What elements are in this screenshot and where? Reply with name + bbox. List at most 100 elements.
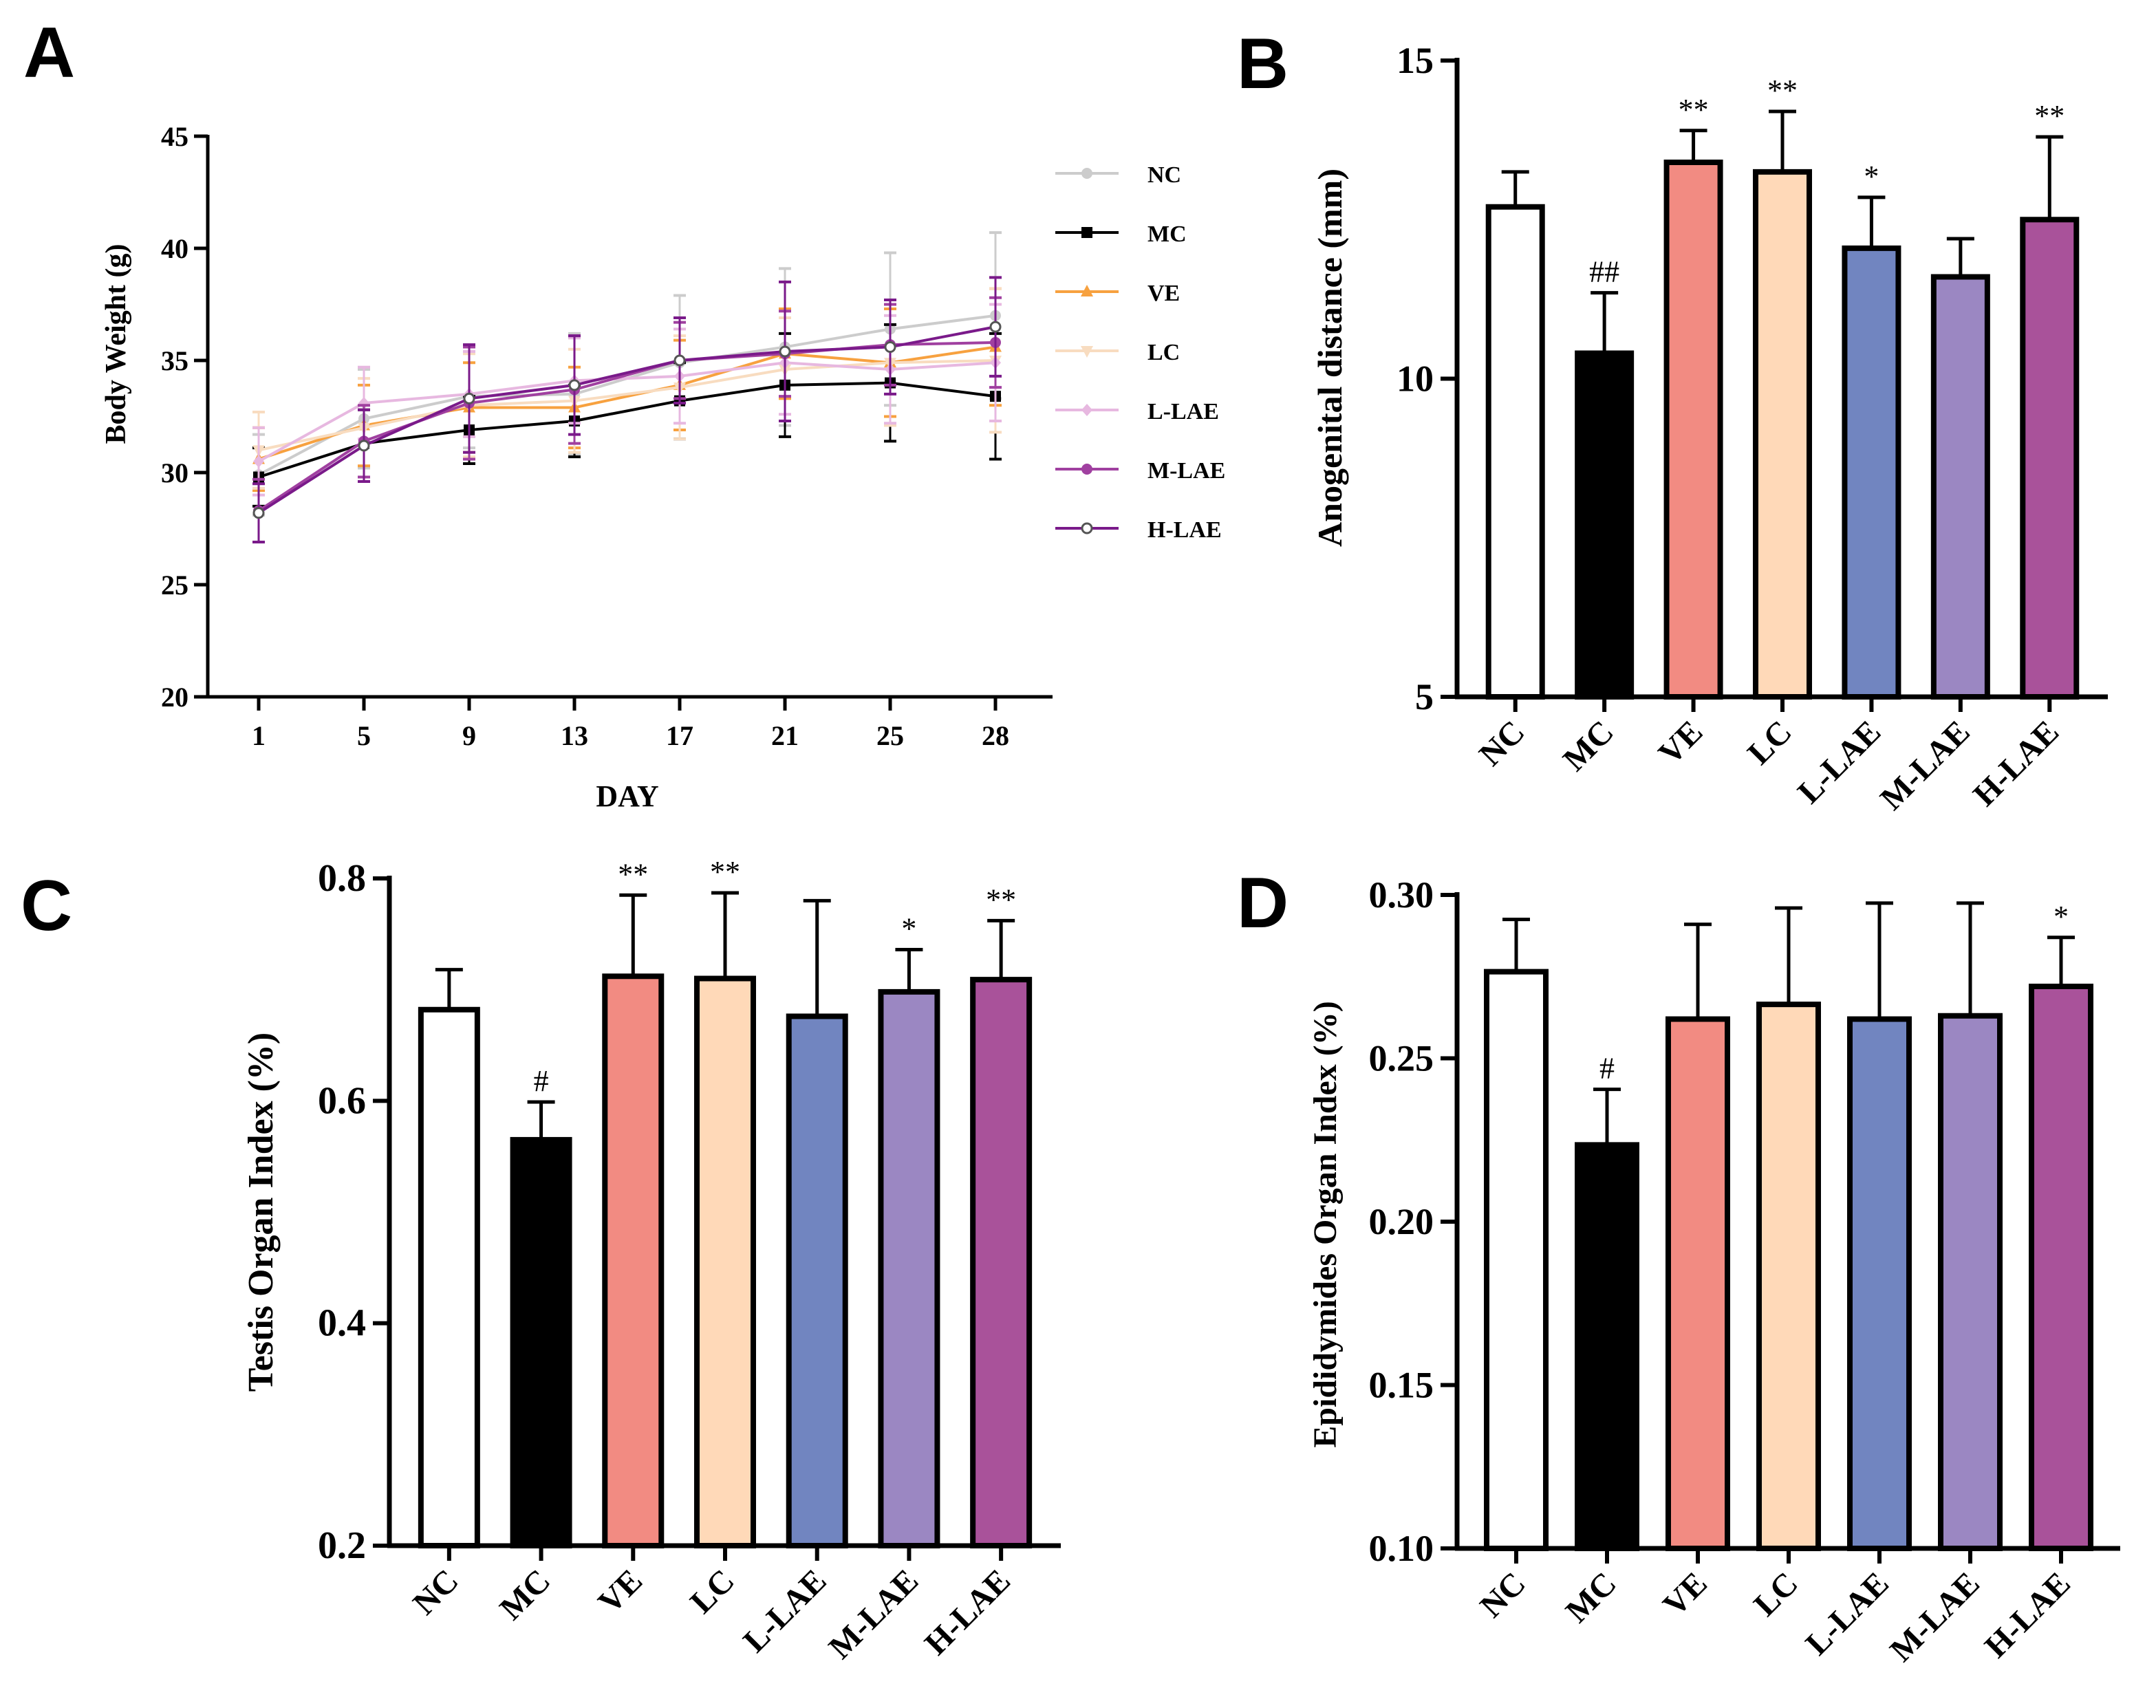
point-h-lae — [779, 345, 791, 358]
y-tick-label-a: 35 — [161, 345, 188, 376]
y-tick-label-d: 0.20 — [1369, 1201, 1434, 1242]
point-h-lae — [463, 392, 475, 404]
series-line-m-lae — [257, 340, 996, 512]
x-tick-label-a: 17 — [666, 720, 693, 751]
y-tick-label-c: 0.6 — [318, 1079, 366, 1122]
bar-b-mc — [1575, 350, 1635, 700]
x-tick-label-d-h-lae: H-LAE — [1978, 1565, 2078, 1665]
y-tick-label-a: 45 — [161, 121, 188, 152]
y-tick-label-c: 0.4 — [318, 1302, 366, 1345]
legend-marker-nc — [1081, 168, 1092, 179]
bar-c-mc — [510, 1136, 572, 1548]
x-axis-title-a: DAY — [596, 779, 658, 813]
legend-label-lc: LC — [1147, 340, 1180, 365]
x-tick-label-b-ve: VE — [1652, 713, 1710, 772]
x-tick-label-c-mc: MC — [493, 1562, 557, 1627]
x-tick-label-c-l-lae: L-LAE — [736, 1562, 833, 1659]
y-tick-label-b: 15 — [1397, 40, 1434, 81]
panel-letter-b: B — [1237, 24, 1289, 104]
y-axis-title-d: Epididymides Organ Index (%) — [1307, 1001, 1344, 1447]
bar-d-nc — [1484, 969, 1549, 1551]
legend-label-ve: VE — [1147, 281, 1180, 306]
significance-d-h-lae: * — [2053, 900, 2069, 933]
x-tick-label-d-lc: LC — [1747, 1565, 1805, 1623]
point-h-lae — [884, 340, 896, 353]
x-tick-label-d-m-lae: M-LAE — [1883, 1565, 1987, 1669]
legend-marker-ve — [1081, 285, 1093, 296]
x-tick-label-a: 9 — [462, 720, 476, 751]
point-h-lae — [568, 379, 581, 391]
bar-d-l-lae — [1847, 1016, 1912, 1551]
significance-c-h-lae: ** — [986, 883, 1016, 916]
y-tick-label-c: 0.2 — [318, 1524, 366, 1567]
x-tick-label-c-m-lae: M-LAE — [822, 1562, 926, 1666]
legend-label-l-lae: L-LAE — [1147, 399, 1219, 424]
x-tick-label-b-mc: MC — [1556, 713, 1621, 778]
legend-marker-m-lae — [1081, 464, 1092, 475]
x-tick-label-b-h-lae: H-LAE — [1966, 713, 2066, 813]
bar-b-lc — [1753, 169, 1812, 700]
bar-b-h-lae — [2020, 217, 2080, 700]
x-tick-label-c-nc: NC — [406, 1562, 465, 1621]
y-tick-label-c: 0.8 — [318, 857, 366, 900]
x-tick-label-d-mc: MC — [1559, 1565, 1624, 1630]
y-tick-label-d: 0.10 — [1369, 1528, 1434, 1569]
significance-b-mc: ## — [1589, 255, 1619, 289]
legend-a: NC MC VE LC L-LAE M-LAE H-LAE — [1055, 162, 1225, 543]
y-axis-title-c: Testis Organ Index (%) — [241, 1033, 281, 1392]
bar-c-m-lae — [878, 988, 940, 1548]
significance-c-mc: # — [534, 1064, 549, 1098]
x-tick-label-b-l-lae: L-LAE — [1791, 713, 1888, 810]
series-line-mc — [258, 381, 996, 479]
bar-c-nc — [418, 1006, 480, 1549]
bar-d-lc — [1756, 1002, 1821, 1551]
legend-marker-l-lae — [1081, 404, 1092, 416]
x-tick-label-a: 1 — [252, 720, 266, 751]
x-tick-label-a: 25 — [876, 720, 904, 751]
bar-c-lc — [694, 975, 756, 1548]
significance-b-h-lae: ** — [2034, 99, 2065, 133]
significance-d-mc: # — [1599, 1052, 1615, 1085]
panel-letter-a: A — [23, 13, 75, 93]
significance-c-lc: ** — [710, 855, 740, 889]
point-l-lae — [253, 455, 264, 468]
series-line-h-lae — [257, 325, 996, 515]
significance-c-m-lae: * — [901, 911, 916, 945]
y-tick-label-d: 0.30 — [1369, 874, 1434, 916]
y-tick-label-a: 30 — [161, 457, 188, 488]
panel-letter-d: D — [1237, 863, 1289, 943]
series-line-l-lae — [258, 361, 996, 463]
bar-d-m-lae — [1938, 1013, 2003, 1551]
bar-d-mc — [1575, 1142, 1639, 1551]
legend-marker-h-lae — [1081, 522, 1093, 534]
bar-b-m-lae — [1930, 274, 1990, 700]
point-h-lae — [358, 440, 370, 452]
legend-label-nc: NC — [1147, 162, 1181, 188]
y-tick-label-a: 25 — [161, 570, 188, 601]
legend-label-mc: MC — [1147, 221, 1187, 247]
y-axis-title-b: Anogenital distance (mm) — [1311, 169, 1349, 547]
x-tick-label-b-lc: LC — [1740, 713, 1799, 772]
y-axis-title-a: Body Weight (g) — [100, 244, 132, 444]
bar-b-nc — [1485, 204, 1545, 700]
y-tick-label-d: 0.25 — [1369, 1038, 1434, 1079]
bar-b-ve — [1663, 160, 1723, 700]
significance-b-l-lae: * — [1864, 160, 1879, 193]
x-tick-label-a: 28 — [982, 720, 1009, 751]
x-tick-label-a: 13 — [561, 720, 588, 751]
point-h-lae — [252, 507, 265, 519]
bar-c-h-lae — [970, 977, 1033, 1549]
legend-marker-mc — [1081, 227, 1092, 238]
x-tick-label-c-ve: VE — [591, 1562, 649, 1621]
legend-marker-lc — [1081, 346, 1093, 358]
bar-d-ve — [1665, 1016, 1730, 1551]
x-tick-label-d-ve: VE — [1656, 1565, 1714, 1623]
bar-b-l-lae — [1842, 245, 1901, 700]
series-line-lc — [258, 359, 996, 452]
y-tick-label-b: 10 — [1397, 358, 1434, 400]
series-line-ve — [258, 345, 996, 461]
x-tick-label-c-lc: LC — [683, 1562, 742, 1621]
